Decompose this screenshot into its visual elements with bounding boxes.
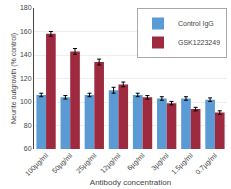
- svg-text:25µg/ml: 25µg/ml: [75, 151, 99, 175]
- svg-text:1.5µg/ml: 1.5µg/ml: [170, 151, 195, 176]
- svg-text:0.7µg/ml: 0.7µg/ml: [194, 151, 219, 176]
- svg-text:50µg/ml: 50µg/ml: [51, 151, 75, 175]
- svg-text:12µg/ml: 12µg/ml: [99, 151, 123, 175]
- svg-text:Control IgG: Control IgG: [178, 20, 214, 28]
- svg-text:Neurite outgrowth (% control): Neurite outgrowth (% control): [10, 33, 18, 124]
- svg-text:6µg/ml: 6µg/ml: [126, 151, 147, 172]
- svg-text:160: 160: [20, 28, 32, 35]
- svg-text:Antibody concentration: Antibody concentration: [90, 178, 171, 187]
- svg-text:180: 180: [20, 4, 32, 11]
- svg-text:120: 120: [20, 75, 32, 82]
- svg-text:100µg/ml: 100µg/ml: [24, 151, 50, 177]
- svg-text:80: 80: [24, 122, 32, 129]
- svg-text:GSK1223249: GSK1223249: [178, 39, 220, 46]
- svg-text:140: 140: [20, 51, 32, 58]
- svg-text:3µg/ml: 3µg/ml: [150, 151, 171, 172]
- svg-text:100: 100: [20, 98, 32, 105]
- svg-text:60: 60: [24, 145, 32, 152]
